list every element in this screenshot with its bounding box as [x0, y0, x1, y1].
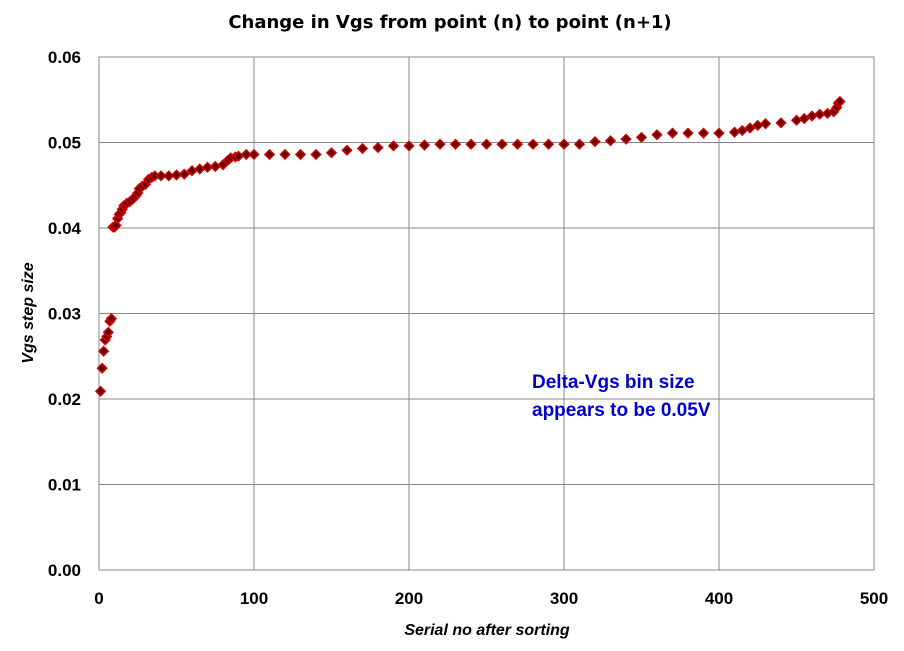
y-axis-ticks: 0.00 0.01 0.02 0.03 0.04 0.05 0.06	[48, 48, 82, 580]
x-tick-label: 500	[860, 589, 888, 608]
data-point	[248, 148, 260, 161]
data-point	[325, 147, 338, 159]
data-point	[105, 312, 118, 325]
data-point	[558, 138, 570, 150]
grid	[98, 56, 875, 571]
data-point	[449, 138, 462, 150]
data-point	[356, 142, 369, 155]
data-point	[310, 148, 322, 161]
x-axis-ticks: 0 100 200 300 400 500	[94, 589, 888, 608]
data-point	[736, 124, 748, 137]
data-point	[798, 112, 810, 125]
data-point	[294, 148, 307, 161]
data-point	[465, 138, 477, 150]
data-point	[511, 138, 524, 150]
y-tick-label: 0.00	[48, 561, 81, 580]
data-point	[496, 138, 508, 150]
data-point	[240, 148, 252, 161]
data-point	[194, 163, 206, 175]
data-point	[418, 139, 431, 151]
data-point	[682, 127, 694, 139]
data-point	[279, 148, 291, 161]
data-point	[96, 362, 108, 374]
annotation-line-2: appears to be 0.05V	[532, 400, 711, 421]
data-point	[403, 140, 415, 152]
data-point	[728, 126, 741, 138]
x-tick-label: 400	[705, 589, 733, 608]
annotation-line-1: Delta-Vgs bin size	[532, 372, 695, 393]
data-point	[387, 140, 400, 152]
data-point	[263, 148, 276, 161]
data-point	[480, 138, 493, 150]
data-point	[102, 326, 114, 338]
data-point	[94, 385, 107, 397]
y-tick-label: 0.01	[48, 476, 81, 495]
chart-title: Change in Vgs from point (n) to point (n…	[228, 12, 671, 33]
data-point	[790, 114, 803, 126]
data-point	[834, 95, 846, 108]
data-point	[573, 138, 586, 150]
y-axis-label: Vgs step size	[20, 262, 37, 363]
data-point	[372, 141, 384, 154]
data-point	[209, 160, 221, 173]
data-point	[155, 170, 167, 182]
data-point	[589, 136, 601, 148]
y-tick-label: 0.05	[48, 134, 81, 153]
data-point	[527, 138, 539, 150]
x-tick-label: 100	[240, 589, 268, 608]
data-point	[775, 117, 787, 129]
data-point	[620, 133, 632, 145]
data-point	[744, 122, 756, 134]
y-tick-label: 0.06	[48, 48, 81, 67]
x-tick-label: 0	[94, 589, 103, 608]
data-point	[713, 127, 725, 139]
data-point	[697, 127, 710, 139]
y-tick-label: 0.03	[48, 305, 81, 324]
data-point	[759, 118, 772, 130]
x-tick-label: 200	[395, 589, 423, 608]
data-point	[178, 168, 190, 180]
data-point	[341, 144, 353, 156]
data-point	[604, 135, 617, 147]
data-point	[98, 345, 110, 357]
x-tick-label: 300	[550, 589, 578, 608]
data-point	[651, 129, 663, 141]
x-axis-label: Serial no after sorting	[404, 622, 570, 639]
y-tick-label: 0.04	[48, 219, 82, 238]
data-points	[94, 95, 846, 397]
y-tick-label: 0.02	[48, 390, 81, 409]
data-point	[635, 131, 648, 144]
plot-area	[98, 56, 875, 571]
data-point	[666, 127, 679, 139]
data-point	[434, 138, 446, 150]
data-point	[542, 138, 555, 150]
